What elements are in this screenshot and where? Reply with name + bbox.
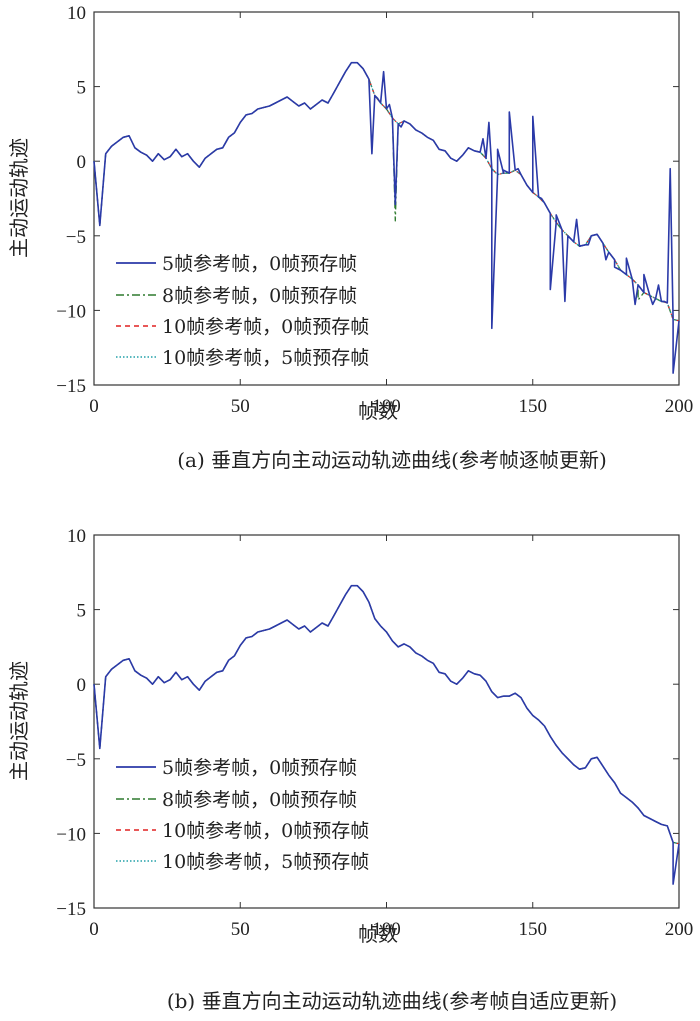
series-lines (93, 61, 680, 374)
caption-a: (a) 垂直方向主动运动轨迹曲线(参考帧逐帧更新) (177, 448, 607, 472)
y-tick-label: 5 (77, 78, 87, 99)
x-tick-label: 150 (519, 396, 548, 417)
x-axis-ticks: 0 50 100 150 200 (89, 12, 693, 417)
y-tick-label: −5 (66, 750, 86, 771)
x-tick-label: 100 (372, 919, 401, 940)
legend-label-10ref: 10帧参考帧，0帧预存帧 (162, 820, 369, 842)
y-tick-label: −10 (56, 824, 86, 845)
legend: 5帧参考帧，0帧预存帧 8帧参考帧，0帧预存帧 10帧参考帧，0帧预存帧 10帧… (116, 253, 369, 369)
x-axis-label: 帧数 (358, 922, 398, 946)
series-lines (93, 584, 680, 885)
y-axis-label: 主动运动轨迹 (7, 661, 31, 781)
y-axis-ticks: 10 5 0 −5 −10 −15 (56, 3, 679, 397)
legend-label-10ref: 10帧参考帧，0帧预存帧 (162, 316, 369, 338)
x-tick-label: 50 (231, 396, 250, 417)
legend-label-5ref: 5帧参考帧，0帧预存帧 (162, 757, 357, 779)
y-axis-label: 主动运动轨迹 (7, 138, 31, 258)
y-tick-label: 0 (77, 675, 87, 696)
series-line (93, 584, 680, 885)
x-axis-label: 帧数 (358, 399, 398, 423)
y-tick-label: 10 (67, 526, 86, 547)
x-tick-label: 0 (89, 396, 99, 417)
legend-label-10ref-5pre: 10帧参考帧，5帧预存帧 (162, 851, 369, 873)
y-axis-ticks: 10 5 0 −5 −10 −15 (56, 526, 679, 920)
legend-label-10ref-5pre: 10帧参考帧，5帧预存帧 (162, 347, 369, 369)
x-tick-label: 200 (665, 396, 694, 417)
x-tick-label: 50 (231, 919, 250, 940)
caption-b: (b) 垂直方向主动运动轨迹曲线(参考帧自适应更新) (167, 989, 617, 1013)
y-tick-label: −15 (56, 376, 86, 397)
y-tick-label: −10 (56, 301, 86, 322)
legend-label-8ref: 8帧参考帧，0帧预存帧 (162, 285, 357, 307)
x-tick-label: 0 (89, 919, 99, 940)
legend-label-5ref: 5帧参考帧，0帧预存帧 (162, 253, 357, 275)
y-tick-label: 0 (77, 152, 87, 173)
y-tick-label: −15 (56, 899, 86, 920)
legend-label-8ref: 8帧参考帧，0帧预存帧 (162, 789, 357, 811)
x-tick-label: 150 (519, 919, 548, 940)
y-tick-label: 10 (67, 3, 86, 24)
x-tick-label: 200 (665, 919, 694, 940)
y-tick-label: −5 (66, 227, 86, 248)
x-tick-label: 100 (372, 396, 401, 417)
series-line (93, 61, 680, 374)
legend: 5帧参考帧，0帧预存帧 8帧参考帧，0帧预存帧 10帧参考帧，0帧预存帧 10帧… (116, 757, 369, 873)
y-tick-label: 5 (77, 601, 87, 622)
x-axis-ticks: 0 50 100 150 200 (89, 535, 693, 940)
